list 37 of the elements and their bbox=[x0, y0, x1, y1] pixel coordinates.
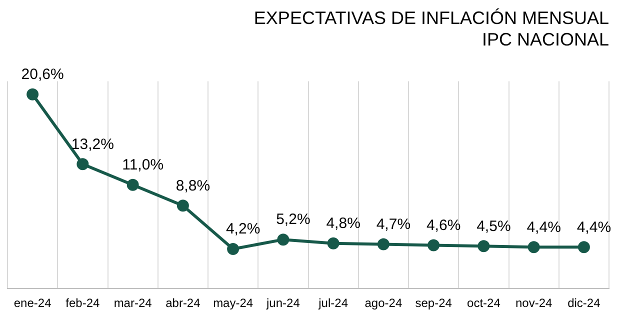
point bbox=[578, 241, 590, 254]
data-label: 8,8% bbox=[176, 177, 210, 194]
data-label: 4,8% bbox=[326, 214, 360, 232]
x-tick-label: mar-24 bbox=[114, 296, 152, 310]
point bbox=[327, 237, 340, 250]
point bbox=[478, 240, 490, 252]
point bbox=[176, 200, 189, 212]
point bbox=[126, 178, 139, 191]
x-tick-label: ago-24 bbox=[364, 296, 402, 310]
point bbox=[528, 241, 540, 254]
point bbox=[428, 239, 440, 252]
x-tick-label: abr-24 bbox=[166, 296, 201, 310]
x-tick-label: nov-24 bbox=[515, 296, 552, 310]
data-label: 20,6% bbox=[21, 66, 64, 84]
data-label: 5,2% bbox=[276, 211, 310, 228]
chart-title: EXPECTATIVAS DE INFLACIÓN MENSUAL IPC NACIONAL bbox=[254, 8, 609, 50]
x-tick-label: jul-24 bbox=[318, 296, 348, 310]
point bbox=[227, 243, 240, 256]
data-label: 4,4% bbox=[576, 218, 612, 236]
data-label: 4,2% bbox=[226, 220, 260, 238]
x-tick-label: jun-24 bbox=[266, 296, 300, 310]
x-tick-label: ene-24 bbox=[14, 296, 52, 310]
x-tick-label: feb-24 bbox=[66, 296, 100, 310]
data-label: 4,7% bbox=[376, 216, 411, 233]
x-tick-label: may-24 bbox=[213, 296, 254, 310]
data-label: 4,4% bbox=[526, 218, 561, 236]
x-tick-label: dic-24 bbox=[568, 296, 601, 310]
data-label: 4,6% bbox=[426, 216, 461, 234]
point bbox=[76, 158, 89, 170]
point bbox=[26, 88, 39, 100]
data-label: 4,5% bbox=[476, 218, 511, 235]
point bbox=[377, 238, 390, 250]
data-label: 13,2% bbox=[71, 136, 114, 153]
x-tick-label: sep-24 bbox=[415, 296, 452, 310]
point bbox=[277, 234, 290, 246]
data-label: 11,0% bbox=[122, 156, 164, 174]
x-tick-label: oct-24 bbox=[467, 296, 501, 310]
